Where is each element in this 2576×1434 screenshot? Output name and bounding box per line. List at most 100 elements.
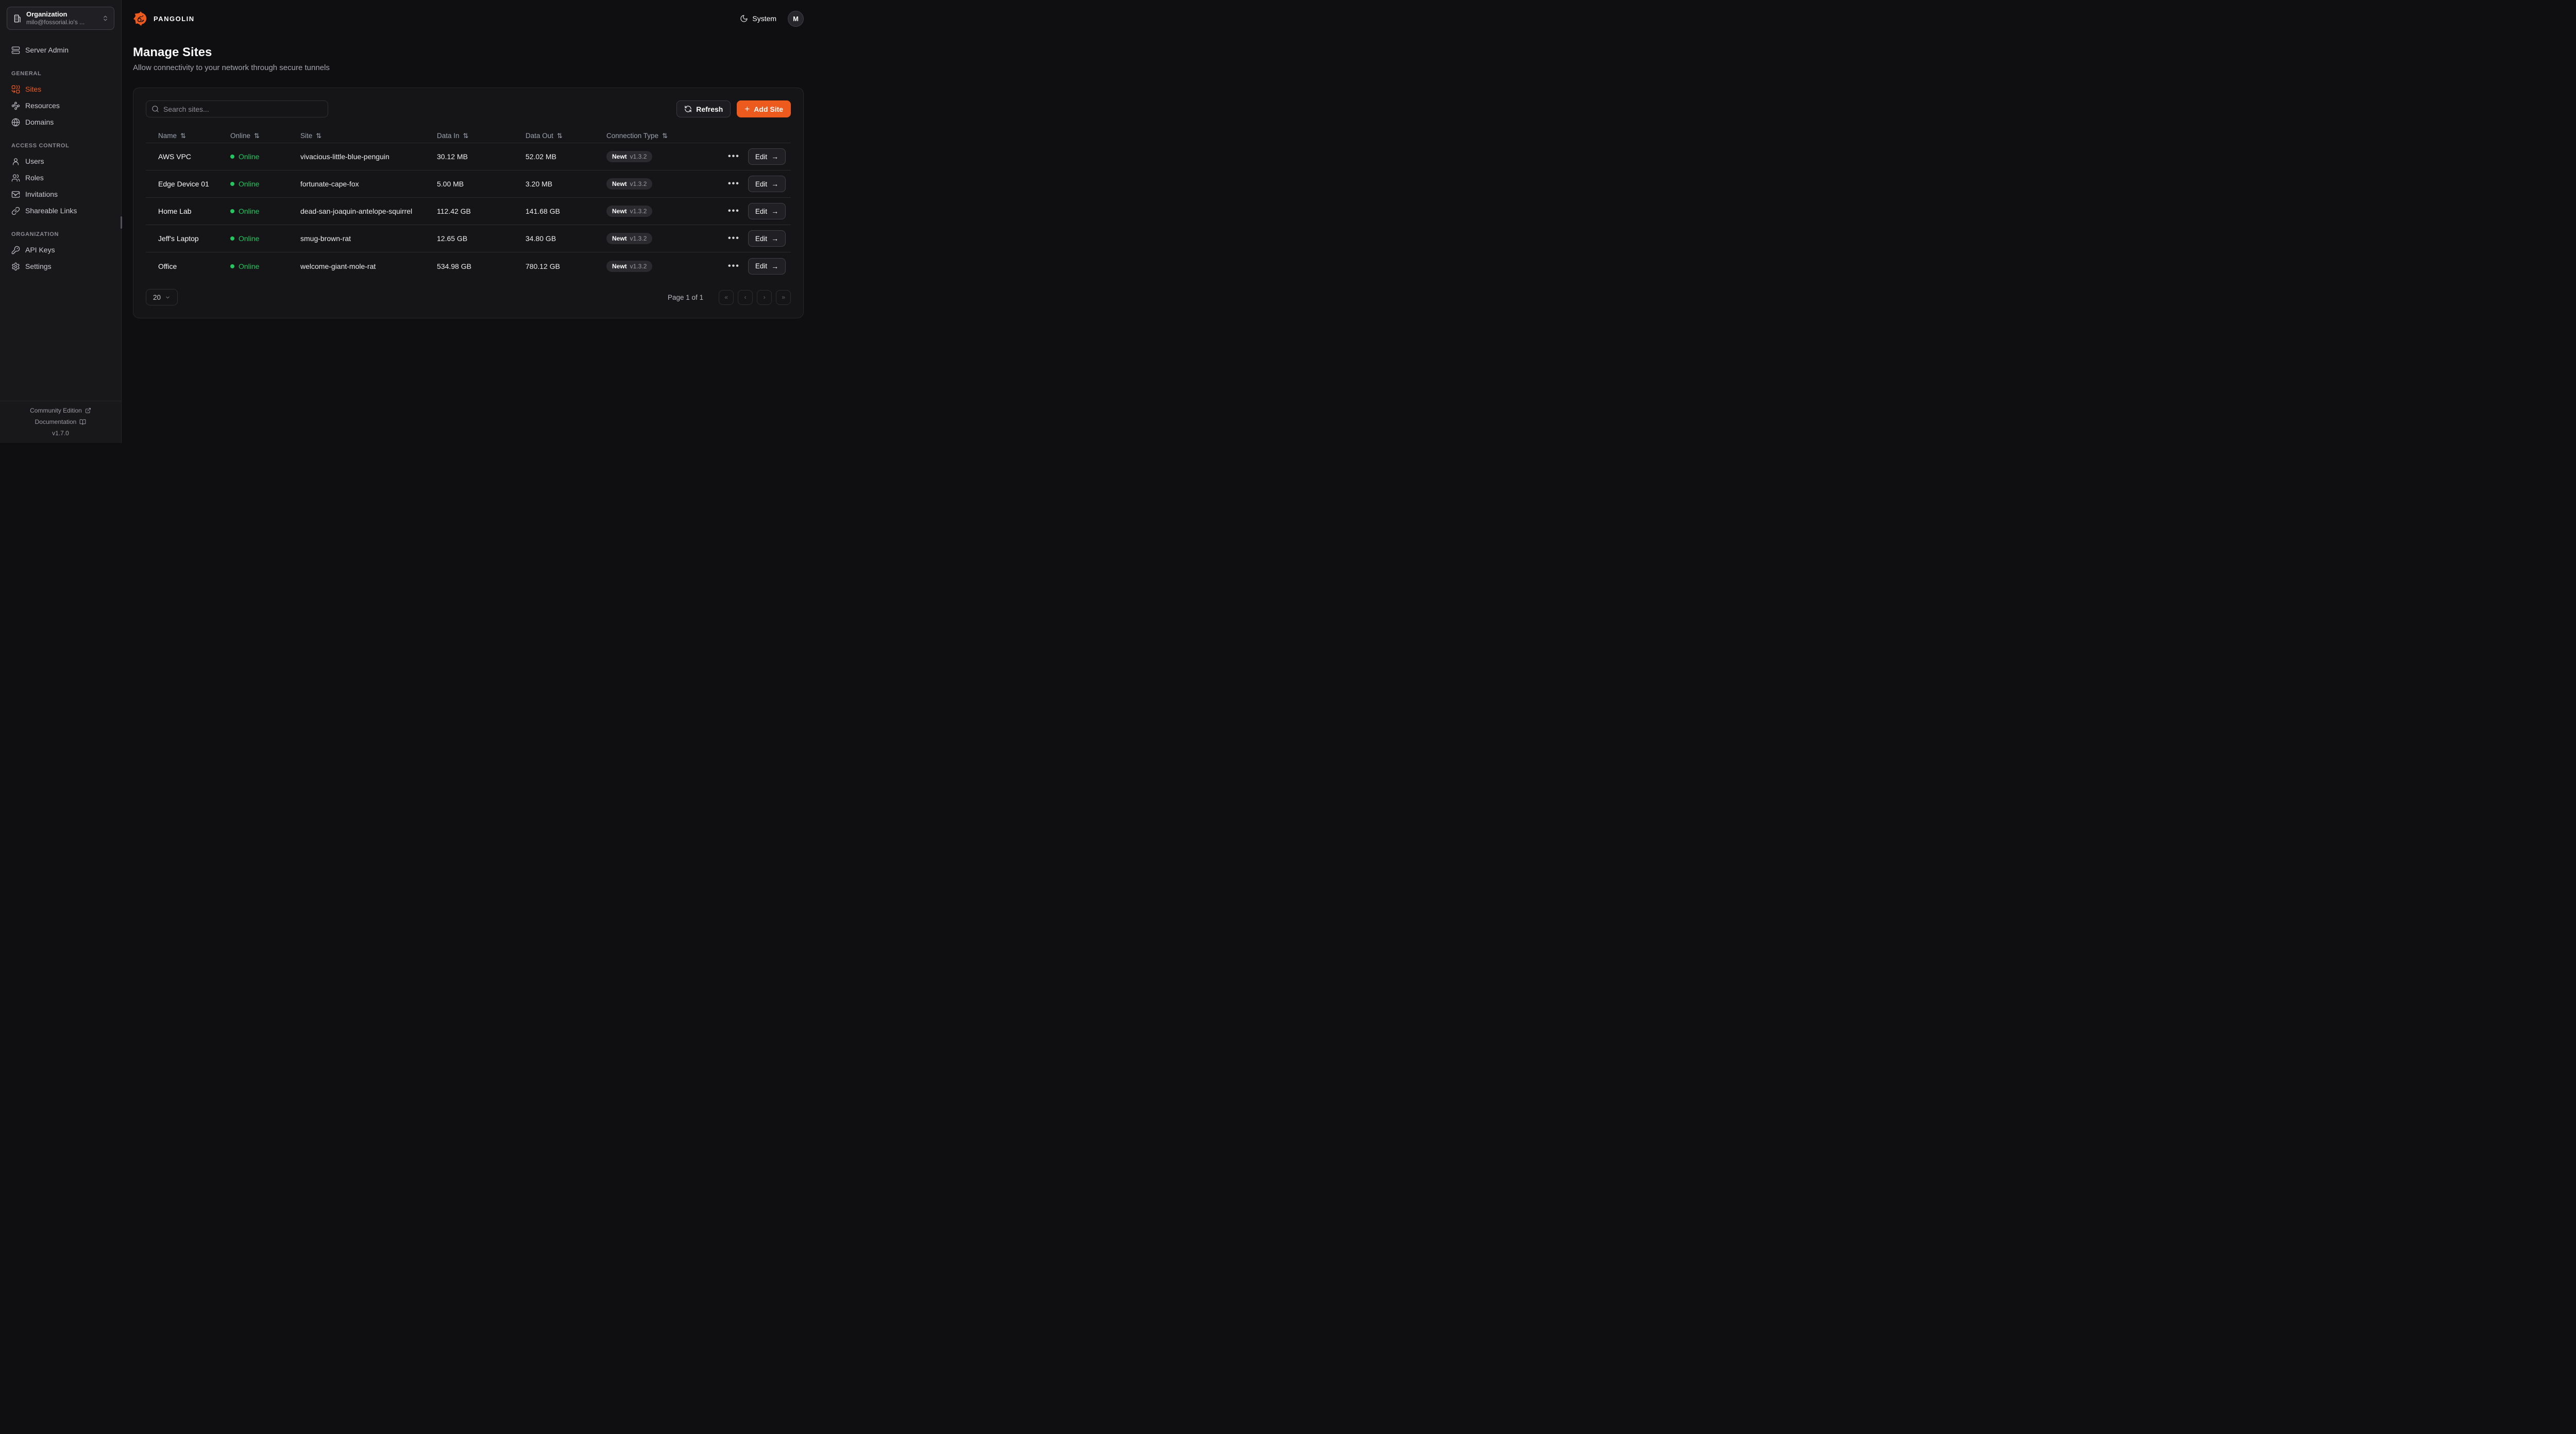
column-header-site[interactable]: Site ⇅ (288, 132, 425, 140)
search-input[interactable] (163, 105, 323, 113)
column-header-name[interactable]: Name ⇅ (146, 132, 218, 140)
sidebar-item-invitations[interactable]: Invitations (7, 186, 114, 202)
page-info: Page 1 of 1 (668, 293, 704, 301)
edit-button[interactable]: Edit → (748, 148, 786, 165)
chevron-down-icon (165, 295, 171, 300)
connection-type-badge: Newt v1.3.2 (606, 151, 653, 162)
sort-icon: ⇅ (662, 131, 668, 140)
server-icon (11, 46, 20, 55)
edit-button[interactable]: Edit → (748, 176, 786, 192)
refresh-button[interactable]: Refresh (676, 100, 731, 117)
row-menu-button[interactable]: ••• (728, 152, 740, 161)
documentation-link[interactable]: Documentation (0, 418, 121, 425)
sidebar-item-users[interactable]: Users (7, 153, 114, 169)
status-badge: Online (230, 262, 288, 270)
sidebar-item-label: API Keys (25, 246, 55, 254)
sidebar: Organization milo@fossorial.io's ... Ser… (0, 0, 122, 443)
table-row: Jeff's Laptop Online smug-brown-rat 12.6… (146, 225, 791, 252)
avatar[interactable]: M (788, 10, 804, 27)
row-actions: ••• Edit → (716, 258, 791, 275)
site-slug: welcome-giant-mole-rat (300, 262, 376, 270)
ellipsis-icon: ••• (728, 261, 740, 270)
page-size-value: 20 (152, 293, 161, 301)
search-icon (151, 105, 159, 113)
column-header-online[interactable]: Online ⇅ (218, 132, 288, 140)
previous-page-button[interactable]: ‹ (738, 289, 753, 305)
topbar: PANGOLIN System M (122, 0, 815, 37)
sidebar-item-shareable-links[interactable]: Shareable Links (7, 202, 114, 219)
column-header-data-in[interactable]: Data In ⇅ (425, 132, 513, 140)
building-icon (12, 14, 22, 23)
row-actions: ••• Edit → (716, 148, 791, 165)
column-label: Data In (437, 132, 460, 140)
site-slug: fortunate-cape-fox (300, 180, 359, 188)
add-site-button[interactable]: + Add Site (737, 100, 791, 117)
data-out-value: 34.80 GB (526, 234, 556, 243)
section-label-organization: ORGANIZATION (11, 231, 59, 237)
row-menu-button[interactable]: ••• (728, 262, 740, 270)
page-size-select[interactable]: 20 (146, 289, 178, 305)
sidebar-item-api-keys[interactable]: API Keys (7, 242, 114, 258)
main-content: PANGOLIN System M Manage Sites Allow con… (122, 0, 816, 443)
next-page-button[interactable]: › (757, 289, 772, 305)
moon-icon (740, 14, 748, 23)
column-header-data-out[interactable]: Data Out ⇅ (513, 132, 594, 140)
site-name: Home Lab (158, 207, 192, 215)
sites-card: Refresh + Add Site Name ⇅ Online (133, 88, 804, 318)
sidebar-item-label: Domains (25, 118, 54, 126)
row-menu-button[interactable]: ••• (728, 234, 740, 243)
data-out-value: 780.12 GB (526, 262, 560, 270)
site-slug: dead-san-joaquin-antelope-squirrel (300, 207, 413, 215)
first-page-button[interactable]: « (719, 289, 734, 305)
online-dot-icon (230, 236, 234, 241)
online-dot-icon (230, 155, 234, 159)
brand[interactable]: PANGOLIN (133, 11, 195, 26)
column-label: Name (158, 132, 177, 140)
mail-check-icon (11, 190, 20, 199)
site-name: Office (158, 262, 177, 270)
pagination-controls: Page 1 of 1 « ‹ › » (668, 289, 791, 305)
sidebar-item-settings[interactable]: Settings (7, 258, 114, 275)
page-subtitle: Allow connectivity to your network throu… (133, 63, 330, 72)
ellipsis-icon: ••• (728, 207, 740, 215)
column-label: Connection Type (606, 132, 659, 140)
toolbar-buttons: Refresh + Add Site (676, 100, 791, 117)
sidebar-resize-handle[interactable] (121, 216, 122, 229)
arrow-right-icon: → (771, 262, 779, 270)
column-header-connection-type[interactable]: Connection Type ⇅ (594, 132, 716, 140)
chevrons-right-icon: » (782, 294, 785, 301)
last-page-button[interactable]: » (776, 289, 791, 305)
status-badge: Online (230, 207, 288, 215)
sidebar-item-roles[interactable]: Roles (7, 169, 114, 186)
edit-button[interactable]: Edit → (748, 203, 786, 219)
column-label: Data Out (526, 132, 554, 140)
sidebar-item-label: Settings (25, 262, 52, 270)
theme-toggle[interactable]: System (740, 14, 776, 23)
avatar-initial: M (793, 14, 799, 23)
sidebar-item-domains[interactable]: Domains (7, 114, 114, 130)
community-edition-link[interactable]: Community Edition (0, 407, 121, 414)
data-in-value: 30.12 MB (437, 152, 468, 161)
section-label-access-control: ACCESS CONTROL (11, 143, 70, 149)
page: Manage Sites Allow connectivity to your … (122, 37, 815, 318)
connection-type-badge: Newt v1.3.2 (606, 260, 653, 272)
arrow-right-icon: → (771, 234, 779, 243)
org-selector[interactable]: Organization milo@fossorial.io's ... (7, 7, 114, 30)
row-menu-button[interactable]: ••• (728, 180, 740, 188)
refresh-label: Refresh (696, 105, 723, 113)
sidebar-item-sites[interactable]: Sites (7, 81, 114, 97)
row-menu-button[interactable]: ••• (728, 207, 740, 215)
edit-button[interactable]: Edit → (748, 258, 786, 275)
row-actions: ••• Edit → (716, 176, 791, 192)
section-label-general: GENERAL (11, 71, 42, 77)
version-label: v1.7.0 (52, 430, 69, 437)
edit-button[interactable]: Edit → (748, 230, 786, 247)
topbar-right: System M (740, 10, 804, 27)
data-in-value: 12.65 GB (437, 234, 468, 243)
sidebar-item-resources[interactable]: Resources (7, 97, 114, 114)
user-icon (11, 157, 20, 166)
data-in-value: 5.00 MB (437, 180, 464, 188)
site-slug: vivacious-little-blue-penguin (300, 152, 389, 161)
sidebar-item-server-admin[interactable]: Server Admin (7, 42, 114, 58)
add-site-label: Add Site (754, 105, 784, 113)
